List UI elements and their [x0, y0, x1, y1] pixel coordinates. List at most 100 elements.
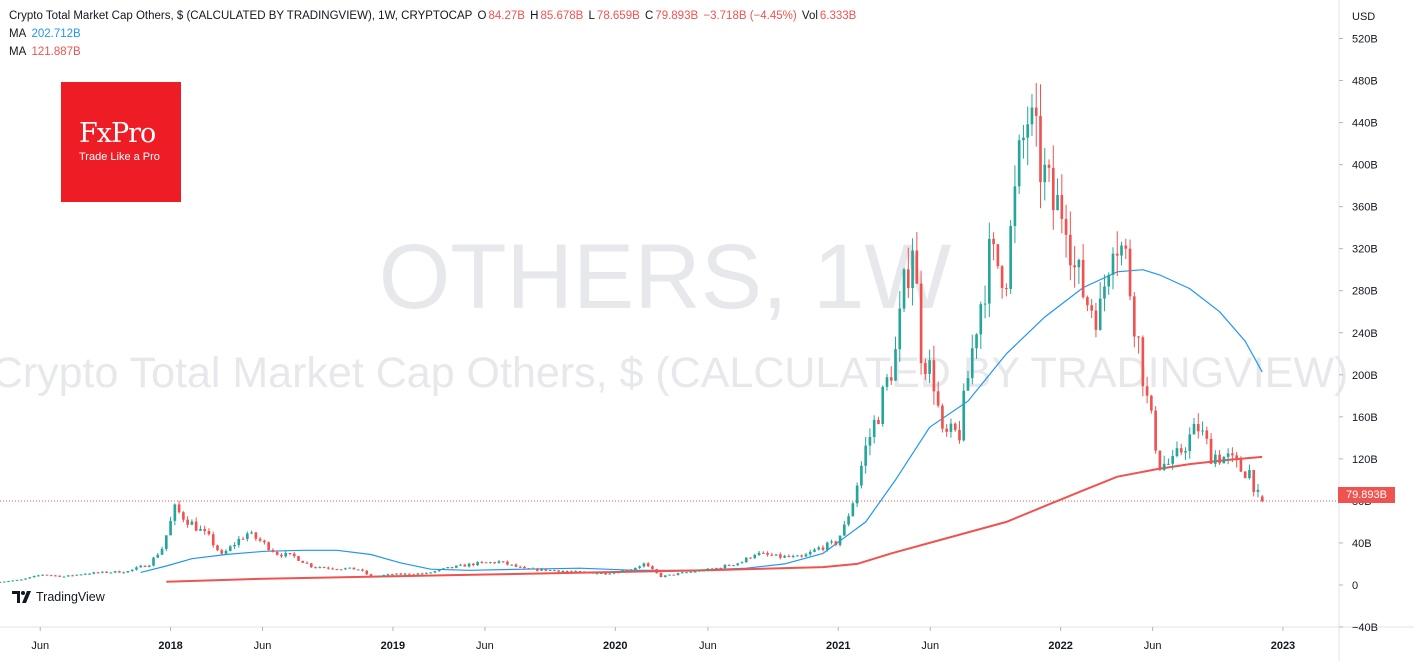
volume-label: Vol [801, 10, 818, 22]
candle-body [126, 571, 130, 573]
candle-body [510, 564, 514, 566]
candle-body [1064, 218, 1068, 235]
candle-body [0, 581, 2, 583]
candle-body [1252, 470, 1256, 492]
candle-body [506, 561, 509, 565]
candle-body [62, 576, 66, 578]
candle-body [1124, 245, 1128, 249]
candle-body [408, 573, 411, 575]
candle-body [28, 577, 32, 579]
candle-body [378, 575, 381, 577]
candle-body [454, 565, 458, 568]
ma2-legend[interactable]: MA 121.887B [9, 46, 83, 58]
candle-body [79, 574, 83, 576]
candle-body [988, 238, 991, 304]
candle-body [544, 568, 548, 571]
candle-body [813, 549, 816, 552]
candle-body [945, 428, 949, 432]
candle-body [744, 557, 748, 563]
candle-body [663, 575, 667, 578]
candle-body [37, 575, 40, 577]
candle-body [847, 516, 850, 525]
candle-body [817, 547, 821, 550]
candle-body [949, 423, 953, 432]
candle-body [889, 377, 893, 381]
candle-body [595, 573, 599, 575]
candle-body [651, 566, 654, 570]
candle-body [412, 574, 415, 576]
candle-body [258, 538, 262, 541]
ma1-label: MA [9, 28, 27, 40]
logo-name: FxPro [79, 118, 156, 149]
symbol-title[interactable]: Crypto Total Market Cap Others, $ (CALCU… [9, 10, 473, 22]
x-tick-label: Jun [699, 640, 717, 652]
candle-body [275, 551, 279, 555]
candle-body [139, 565, 143, 568]
candle-body [727, 564, 731, 566]
change-value: −3.718B (−4.45%) [703, 10, 797, 22]
candle-body [548, 569, 552, 571]
y-tick-label: −40B [1352, 622, 1378, 634]
candle-body [271, 550, 275, 552]
candle-body [416, 573, 420, 575]
candle-body [587, 572, 590, 574]
candle-body [966, 378, 970, 391]
candle-body [719, 567, 722, 569]
candle-body [919, 283, 923, 364]
y-tick-label: 280B [1352, 286, 1378, 298]
x-tick-label: 2019 [381, 640, 405, 652]
ma2-value: 121.887B [31, 46, 81, 58]
candle-body [770, 554, 774, 556]
candle-body [800, 555, 804, 557]
x-axis[interactable]: Jun 2018 Jun 2019 Jun 2020 Jun 2021 Jun 2022 Jun 20… [31, 627, 1295, 652]
candle-body [2, 581, 6, 583]
candle-body [1260, 496, 1264, 502]
candle-body [932, 360, 936, 392]
candle-body [177, 504, 181, 513]
candle-body [318, 567, 322, 569]
candle-body [472, 563, 475, 566]
y-tick-label: 360B [1352, 202, 1378, 214]
candle-body [821, 547, 825, 550]
candle-body [1243, 471, 1247, 479]
candle-body [250, 532, 253, 534]
x-tick-label: 2021 [826, 640, 850, 652]
candle-body [1162, 463, 1166, 470]
y-axis[interactable]: USD−40B040B80B120B160B200B240B280B320B36… [1339, 11, 1378, 634]
candle-body [906, 269, 910, 289]
candle-body [1222, 456, 1226, 464]
ma1-legend[interactable]: MA 202.712B [9, 28, 83, 40]
candle-body [668, 574, 671, 576]
high-value: 85.678B [540, 10, 584, 22]
candle-body [898, 308, 902, 350]
candle-body [753, 554, 757, 558]
candle-body [621, 570, 624, 573]
y-tick-label: 320B [1352, 244, 1378, 256]
y-tick-label: 440B [1352, 118, 1378, 130]
y-tick-label: 240B [1352, 328, 1378, 340]
x-tick-label: 2023 [1271, 640, 1295, 652]
last-price-label: 79.893B [1338, 487, 1395, 503]
candle-body [1026, 124, 1030, 138]
y-tick-label: 0 [1352, 580, 1358, 592]
candle-body [211, 534, 215, 546]
candle-body [83, 573, 87, 575]
candle-body [1209, 438, 1213, 464]
candle-body [109, 572, 113, 574]
candle-body [58, 575, 62, 577]
candle-body [1030, 107, 1034, 125]
candle-body [953, 423, 957, 431]
candle-body [433, 571, 437, 573]
candle-body [902, 269, 906, 309]
candle-body [32, 575, 36, 578]
candle-body [228, 546, 232, 551]
candle-body [1158, 450, 1162, 470]
candle-body [493, 562, 496, 564]
candle-body [1073, 265, 1076, 268]
candle-body [54, 575, 57, 577]
tradingview-logo[interactable]: TradingView [12, 590, 105, 604]
candle-body [860, 465, 863, 486]
close-value: 79.893B [655, 10, 699, 22]
